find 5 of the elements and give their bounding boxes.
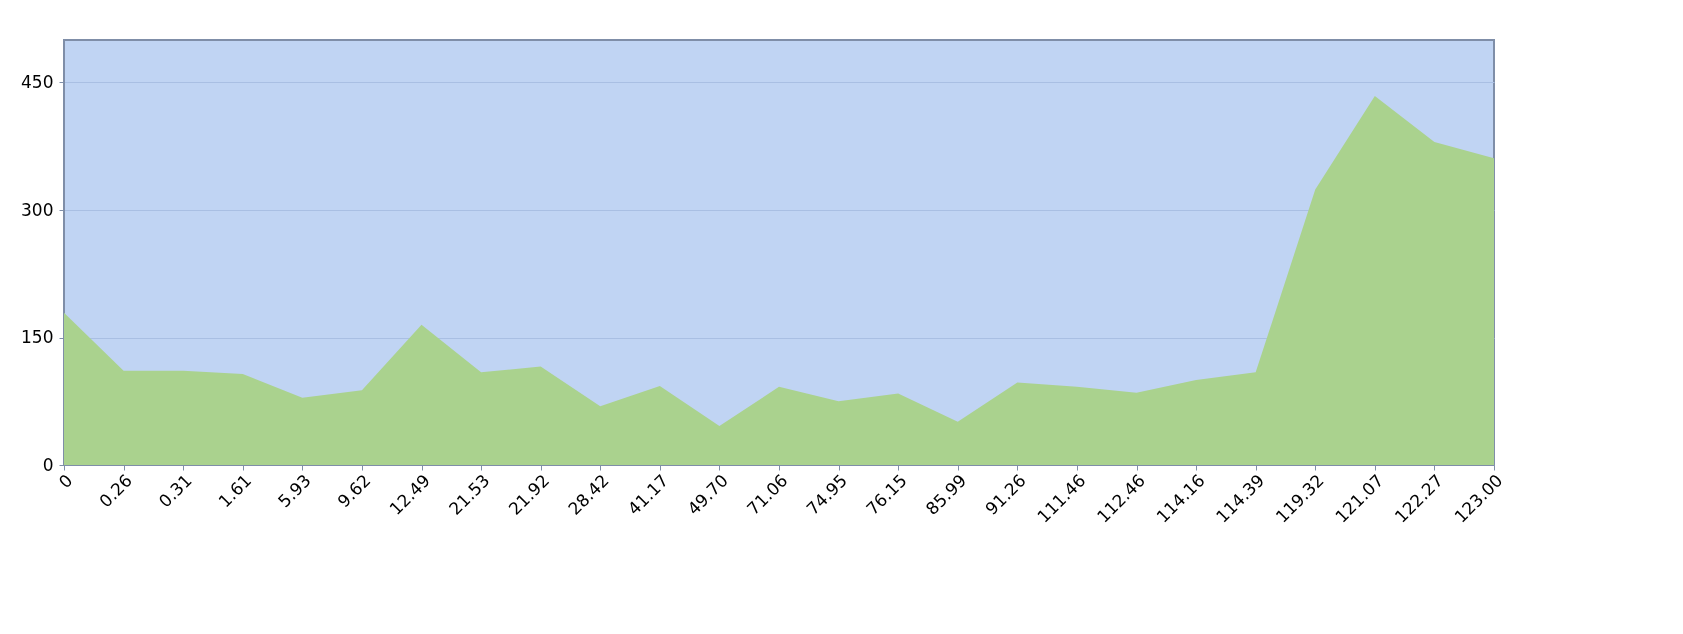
x-tick-label: 0	[54, 470, 77, 493]
y-tick-label: 150	[21, 327, 54, 347]
y-tick-label: 450	[21, 72, 54, 92]
y-tick-label: 0	[42, 454, 54, 475]
y-tick-label: 300	[21, 199, 54, 220]
